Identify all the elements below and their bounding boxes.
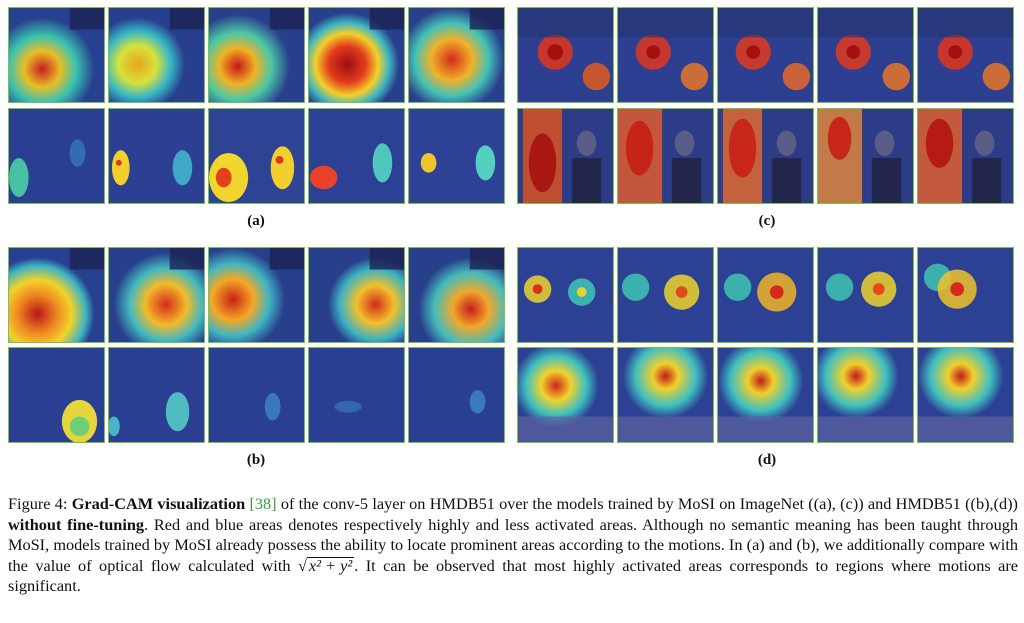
- panel-d-lower-row: [517, 347, 1014, 443]
- heatmap-frame: [8, 7, 105, 103]
- heatmap-frame: [917, 347, 1014, 443]
- heatmap-frame: [617, 108, 714, 204]
- panel-label-a: (a): [247, 213, 265, 229]
- optical-flow-frame: [308, 108, 405, 204]
- caption-prefix: Figure 4:: [8, 494, 72, 513]
- panel-a-gradcam-row: [8, 7, 505, 103]
- heatmap-frame: [8, 247, 105, 343]
- optical-flow-frame: [408, 347, 505, 443]
- heatmap-frame: [208, 247, 305, 343]
- caption-bold-title: Grad-CAM visualization: [71, 494, 246, 513]
- heatmap-frame: [517, 347, 614, 443]
- panel-c-lower-row: [517, 108, 1014, 204]
- panel-label-b: (b): [246, 452, 266, 468]
- sqrt-sign: √: [297, 555, 307, 575]
- panel-a-flow-row: [8, 108, 505, 204]
- heatmap-frame: [308, 7, 405, 103]
- heatmap-frame: [617, 247, 714, 343]
- heatmap-frame: [617, 7, 714, 103]
- heatmap-frame: [717, 108, 814, 204]
- heatmap-frame: [517, 7, 614, 103]
- panel-label-c: (c): [758, 213, 776, 229]
- heatmap-frame: [108, 247, 205, 343]
- panel-label-d: (d): [757, 452, 777, 468]
- panel-d-upper-row: [517, 247, 1014, 343]
- heatmap-frame: [717, 247, 814, 343]
- heatmap-frame: [817, 347, 914, 443]
- heatmap-frame: [917, 247, 1014, 343]
- heatmap-frame: [817, 108, 914, 204]
- caption-text-3: . It can be observed that most highly ac…: [8, 555, 1019, 596]
- caption-bold-emphasis: without fine-tuning: [8, 514, 145, 534]
- optical-flow-frame: [208, 347, 305, 443]
- heatmap-frame: [108, 7, 205, 103]
- caption-text-2: . Red and blue areas denotes respectivel…: [8, 514, 1018, 575]
- heatmap-frame: [408, 247, 505, 343]
- panel-b-flow-row: [8, 347, 505, 443]
- panel-b-gradcam-row: [8, 247, 505, 343]
- optical-flow-frame: [308, 347, 405, 443]
- heatmap-frame: [717, 347, 814, 443]
- optical-flow-frame: [108, 108, 205, 204]
- heatmap-frame: [408, 7, 505, 103]
- optical-flow-frame: [8, 347, 105, 443]
- panel-c-upper-row: [517, 7, 1014, 103]
- heatmap-frame: [817, 247, 914, 343]
- optical-flow-frame: [108, 347, 205, 443]
- citation-link[interactable]: [38]: [249, 494, 277, 513]
- formula-radicand: x² + y²: [306, 555, 355, 575]
- optical-flow-frame: [408, 108, 505, 204]
- heatmap-frame: [917, 7, 1014, 103]
- figure-caption: Figure 4: Grad-CAM visualization [38] of…: [8, 494, 1018, 597]
- heatmap-frame: [817, 7, 914, 103]
- optical-flow-frame: [208, 108, 305, 204]
- optical-flow-frame: [8, 108, 105, 204]
- heatmap-frame: [517, 247, 614, 343]
- heatmap-frame: [308, 247, 405, 343]
- heatmap-frame: [717, 7, 814, 103]
- heatmap-frame: [617, 347, 714, 443]
- heatmap-frame: [208, 7, 305, 103]
- flow-magnitude-formula: √ x² + y²: [297, 555, 355, 575]
- caption-text-1: of the conv-5 layer on HMDB51 over the m…: [276, 494, 1018, 513]
- heatmap-frame: [917, 108, 1014, 204]
- heatmap-frame: [517, 108, 614, 204]
